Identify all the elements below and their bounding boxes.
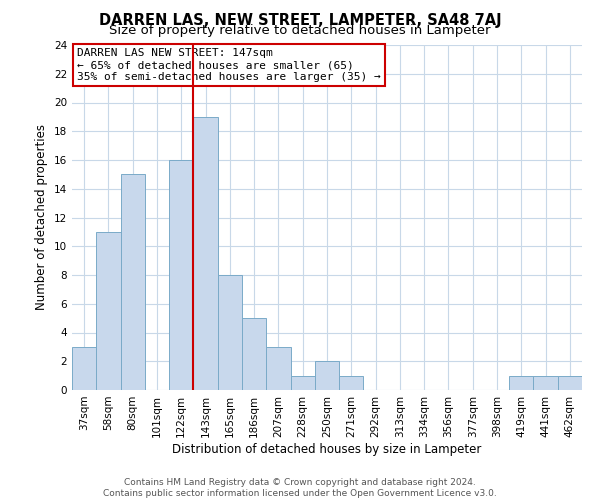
Bar bbox=[558, 376, 582, 390]
Bar bbox=[509, 376, 533, 390]
Bar bbox=[315, 361, 339, 390]
Text: Contains HM Land Registry data © Crown copyright and database right 2024.
Contai: Contains HM Land Registry data © Crown c… bbox=[103, 478, 497, 498]
Bar bbox=[121, 174, 145, 390]
X-axis label: Distribution of detached houses by size in Lampeter: Distribution of detached houses by size … bbox=[172, 442, 482, 456]
Text: DARREN LAS NEW STREET: 147sqm
← 65% of detached houses are smaller (65)
35% of s: DARREN LAS NEW STREET: 147sqm ← 65% of d… bbox=[77, 48, 381, 82]
Text: Size of property relative to detached houses in Lampeter: Size of property relative to detached ho… bbox=[109, 24, 491, 37]
Y-axis label: Number of detached properties: Number of detached properties bbox=[35, 124, 49, 310]
Bar bbox=[290, 376, 315, 390]
Bar bbox=[169, 160, 193, 390]
Text: DARREN LAS, NEW STREET, LAMPETER, SA48 7AJ: DARREN LAS, NEW STREET, LAMPETER, SA48 7… bbox=[98, 12, 502, 28]
Bar bbox=[218, 275, 242, 390]
Bar bbox=[193, 117, 218, 390]
Bar bbox=[242, 318, 266, 390]
Bar bbox=[96, 232, 121, 390]
Bar bbox=[533, 376, 558, 390]
Bar bbox=[266, 347, 290, 390]
Bar bbox=[339, 376, 364, 390]
Bar bbox=[72, 347, 96, 390]
